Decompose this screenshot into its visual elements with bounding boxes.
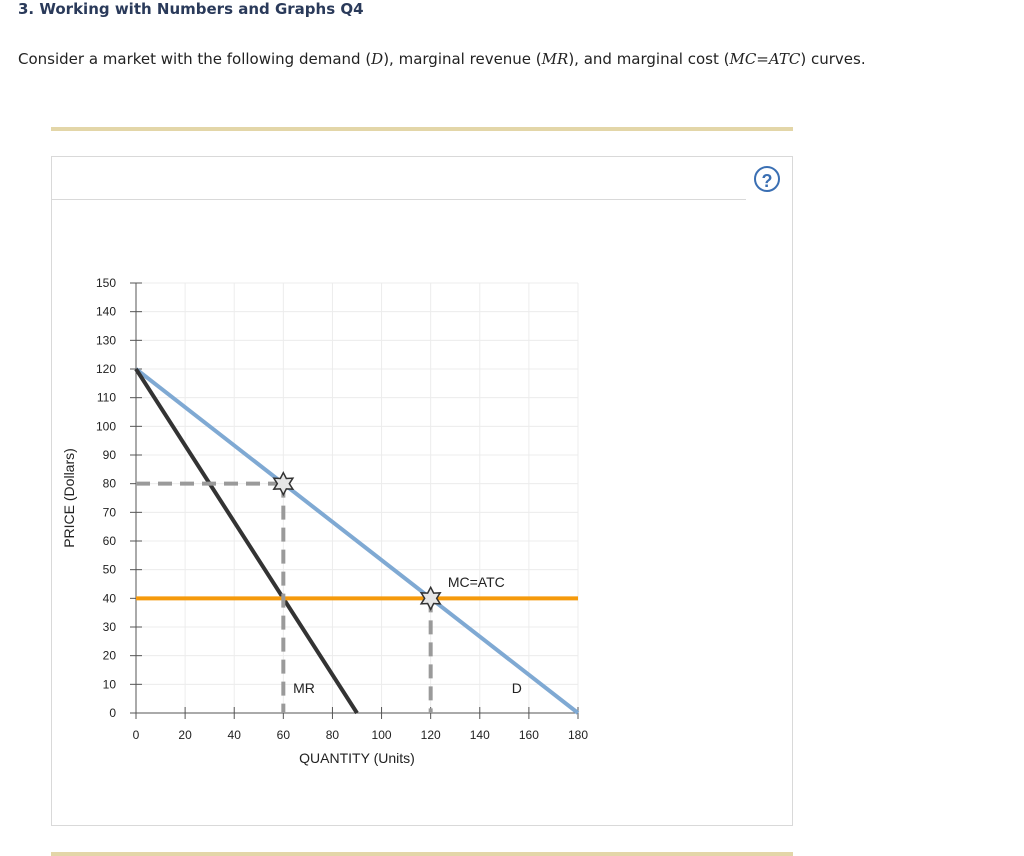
top-divider	[51, 127, 793, 131]
point-marker	[419, 585, 442, 611]
x-tick-label: 100	[372, 728, 392, 742]
y-tick-label: 80	[103, 477, 117, 491]
y-axis-label: PRICE (Dollars)	[61, 448, 77, 548]
marginal-revenue-curve	[134, 367, 359, 715]
y-tick-label: 130	[96, 333, 116, 347]
x-tick-label: 80	[326, 728, 340, 742]
chart[interactable]: 0 10 20 30 40 50 60 70 80 90 100 110 120 130 140 150 0 20…	[52, 157, 792, 825]
x-tick-label: 60	[277, 728, 291, 742]
curve-label: MC=ATC	[448, 574, 505, 590]
curve-label: MR	[293, 680, 315, 696]
x-tick-label: 0	[133, 728, 140, 742]
x-axis-label: QUANTITY (Units)	[299, 750, 415, 766]
bottom-divider	[51, 852, 793, 856]
question-text-part: ), marginal revenue (	[383, 50, 542, 68]
symbol-mr: MR	[541, 50, 569, 68]
graph-panel: ? 0 10 20 30 40 50 60 70 80 90 100 110 120 130 140 150 0…	[51, 156, 793, 826]
y-tick-label: 60	[103, 534, 117, 548]
symbol-d: D	[371, 50, 384, 68]
help-icon[interactable]: ?	[754, 166, 780, 192]
y-tick-label: 150	[96, 276, 116, 290]
point-marker	[272, 471, 295, 497]
x-tick-label: 160	[519, 728, 539, 742]
symbol-mc-atc: MC=ATC	[729, 50, 801, 68]
y-tick-label: 0	[109, 706, 116, 720]
question-text-part: Consider a market with the following dem…	[18, 50, 372, 68]
x-tick-label: 40	[228, 728, 242, 742]
question-text-part: ) curves.	[800, 50, 866, 68]
curve-label: D	[512, 680, 522, 696]
question-text-part: ), and marginal cost (	[568, 50, 730, 68]
x-tick-label: 20	[178, 728, 192, 742]
y-tick-label: 40	[103, 591, 117, 605]
y-tick-label: 10	[103, 677, 117, 691]
y-tick-label: 50	[103, 563, 117, 577]
y-tick-label: 90	[103, 448, 117, 462]
y-tick-label: 20	[103, 649, 117, 663]
y-tick-label: 100	[96, 419, 116, 433]
x-tick-label: 140	[470, 728, 490, 742]
y-tick-label: 30	[103, 620, 117, 634]
y-tick-label: 140	[96, 305, 116, 319]
demand-curve	[134, 367, 580, 715]
question-text: Consider a market with the following dem…	[18, 50, 866, 68]
panel-header	[52, 157, 746, 200]
y-tick-label: 110	[97, 391, 116, 405]
x-tick-label: 180	[568, 728, 588, 742]
y-tick-label: 120	[96, 362, 116, 376]
y-tick-label: 70	[103, 505, 117, 519]
question-title: 3. Working with Numbers and Graphs Q4	[18, 0, 364, 18]
x-tick-label: 120	[421, 728, 441, 742]
